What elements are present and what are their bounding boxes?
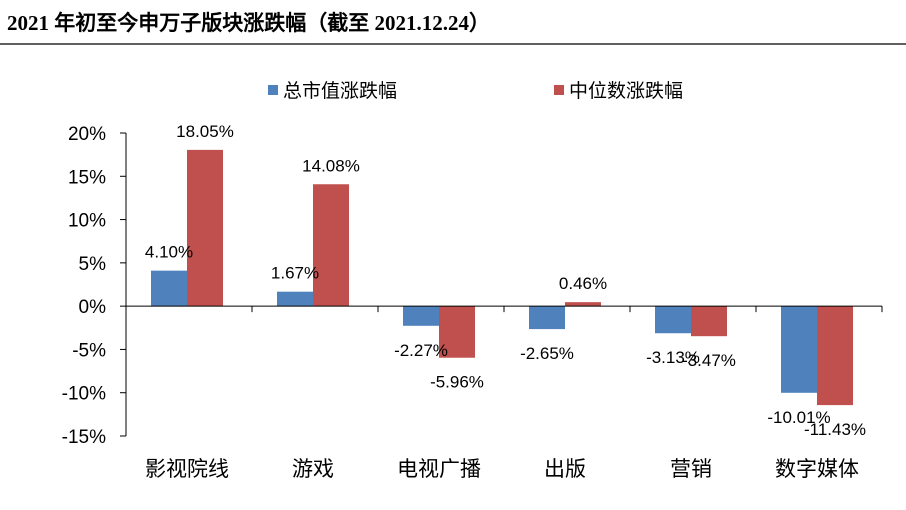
bar-market-cap <box>277 291 313 307</box>
legend-item-median: 中位数涨跌幅 <box>554 80 683 102</box>
chart-title: 2021 年初至今申万子版块涨跌幅（截至 2021.12.24） <box>7 11 490 35</box>
bar-median <box>565 302 601 307</box>
y-tick-label: 10% <box>68 211 106 232</box>
data-label-market-cap: -10.01% <box>767 408 830 427</box>
x-ticks <box>251 306 883 313</box>
legend-item-market-cap: 总市值涨跌幅 <box>268 80 397 102</box>
legend: 总市值涨跌幅 中位数涨跌幅 <box>268 80 683 102</box>
category-label: 营销 <box>670 458 712 481</box>
bar-median <box>187 149 223 307</box>
category-labels: 影视院线 游戏 电视广播 出版 营销 数字媒体 <box>145 458 859 481</box>
bar-market-cap <box>781 306 817 393</box>
y-tick-label: -10% <box>62 384 106 405</box>
y-tick-label: -15% <box>62 427 106 448</box>
category-label: 出版 <box>544 458 586 481</box>
data-label-market-cap: -2.27% <box>394 341 448 360</box>
y-ticks: 20% 15% 10% 5% 0% -5% -10% -15% <box>62 124 126 448</box>
data-label-market-cap: 1.67% <box>271 264 319 283</box>
legend-swatch-median <box>554 85 564 95</box>
category-label: 游戏 <box>292 458 334 481</box>
y-tick-label: -5% <box>72 340 106 361</box>
legend-swatch-market-cap <box>268 85 278 95</box>
axes-layer <box>125 133 882 436</box>
bars-layer <box>151 149 853 406</box>
legend-label-market-cap: 总市值涨跌幅 <box>283 80 397 102</box>
bar-median <box>439 306 475 358</box>
bar-market-cap <box>403 306 439 326</box>
data-label-median: 14.08% <box>302 156 360 175</box>
category-label: 电视广播 <box>397 458 481 481</box>
bar-median <box>817 306 853 406</box>
bar-market-cap <box>655 306 691 334</box>
data-labels: 4.10% 18.05% 1.67% 14.08% -2.27% -5.96% -2.65%… <box>145 122 866 439</box>
data-label-median: 18.05% <box>176 122 234 141</box>
bar-market-cap <box>151 270 187 307</box>
data-label-market-cap: -3.13% <box>646 348 700 367</box>
data-label-median: -11.43% <box>804 420 866 439</box>
data-label-median: -5.96% <box>430 373 484 392</box>
bar-median <box>691 306 727 337</box>
y-tick-label: 5% <box>79 254 107 275</box>
data-label-market-cap: -2.65% <box>520 344 574 363</box>
data-label-median: -3.47% <box>682 351 736 370</box>
y-tick-label: 20% <box>68 124 106 145</box>
legend-label-median: 中位数涨跌幅 <box>569 80 683 102</box>
category-label: 影视院线 <box>145 458 229 481</box>
data-label-median: 0.46% <box>559 274 607 293</box>
data-label-market-cap: 4.10% <box>145 243 193 262</box>
bar-market-cap <box>529 306 565 330</box>
category-label: 数字媒体 <box>775 458 859 481</box>
y-tick-label: 15% <box>68 167 106 188</box>
y-tick-label: 0% <box>79 297 107 318</box>
bar-median <box>313 184 349 307</box>
